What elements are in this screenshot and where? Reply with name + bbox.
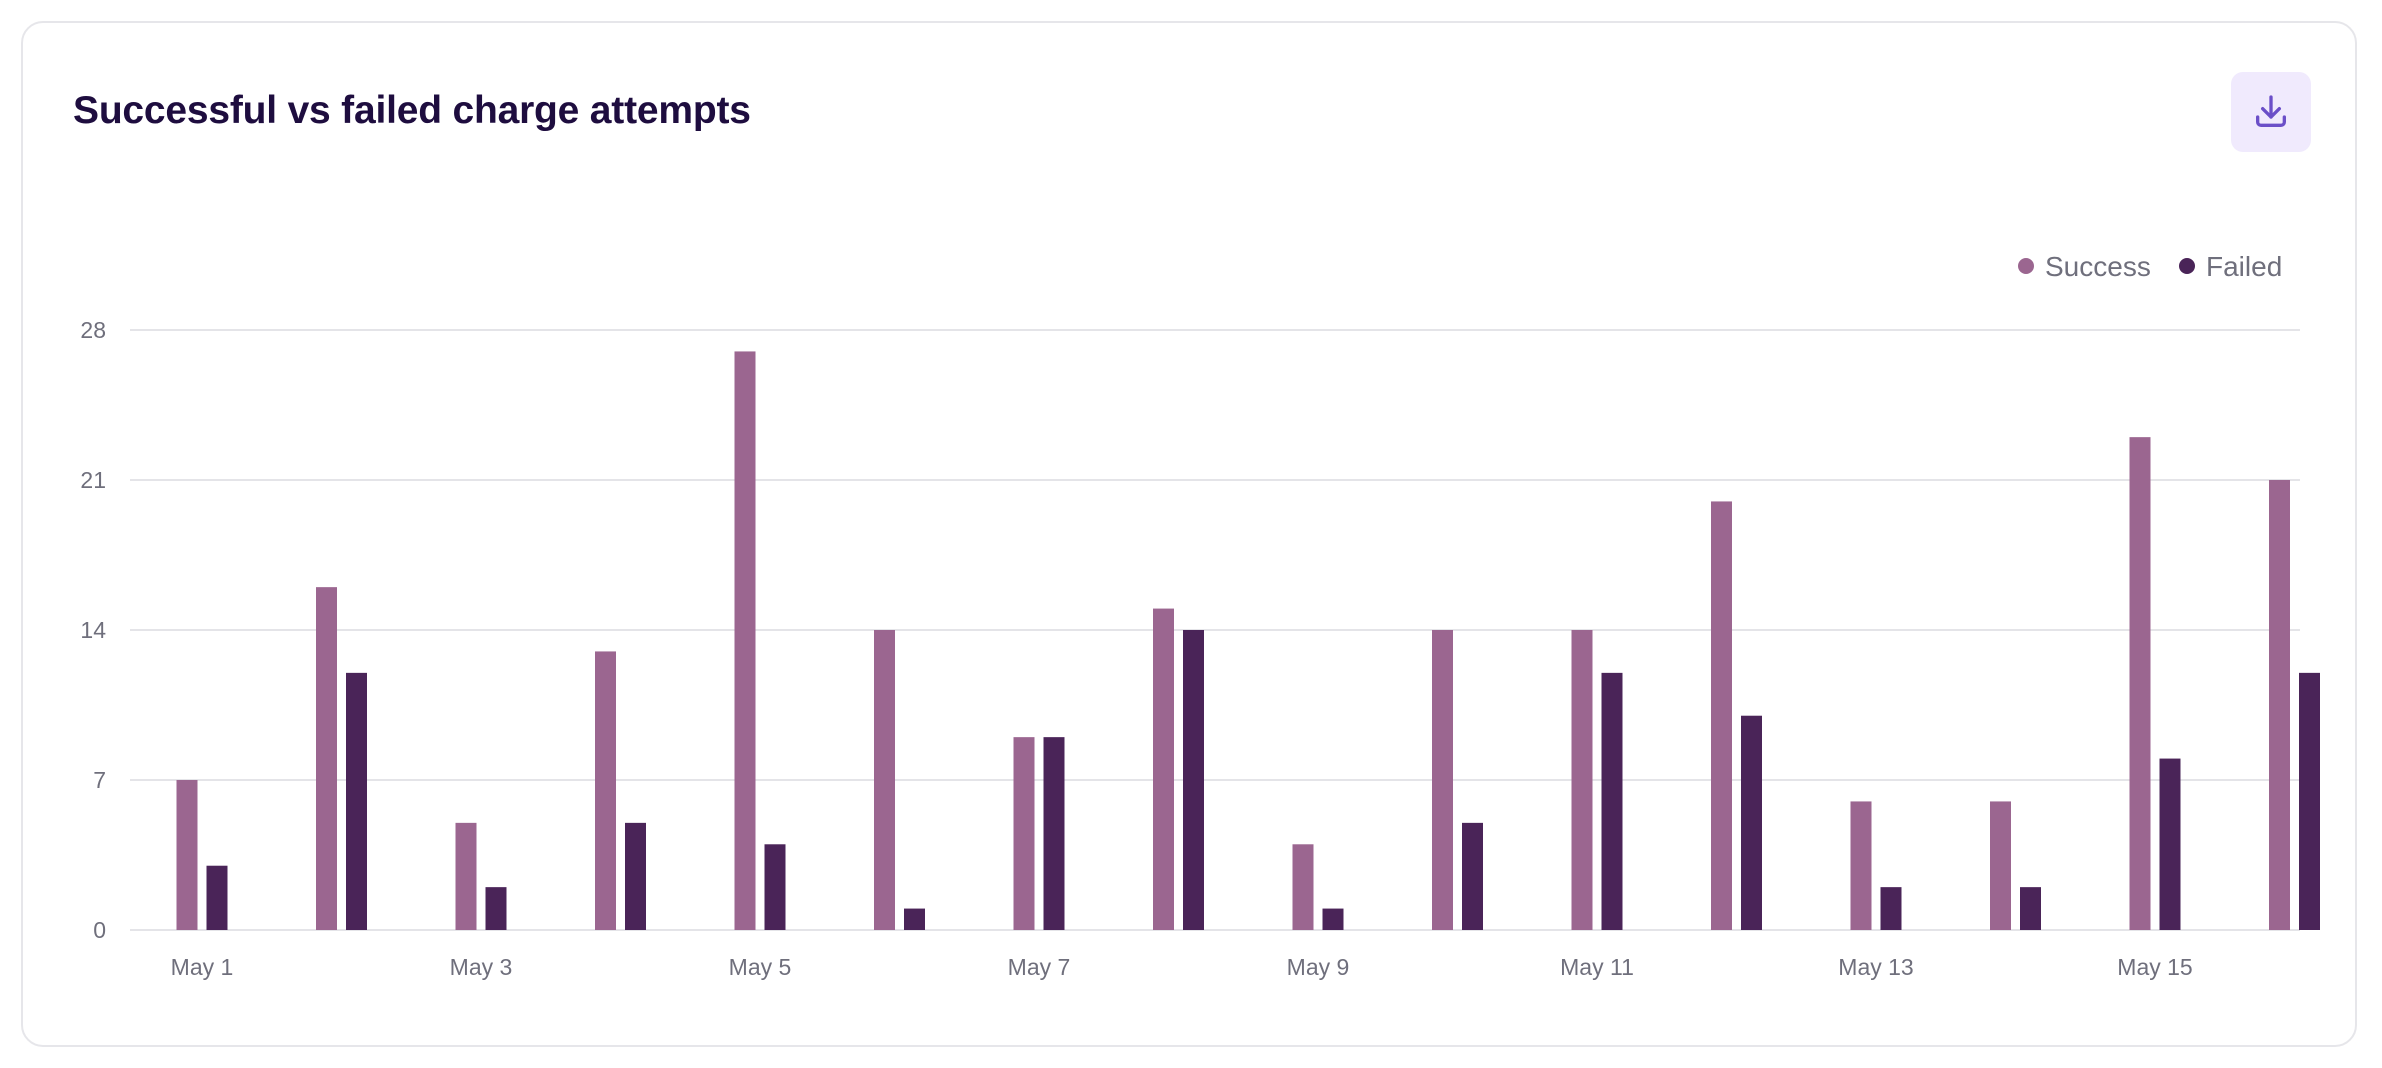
y-tick-label: 28 xyxy=(80,317,106,343)
failed-bar[interactable] xyxy=(206,865,228,930)
y-tick-label: 14 xyxy=(80,617,106,643)
success-bar[interactable] xyxy=(1153,608,1174,930)
x-tick-label: May 11 xyxy=(1560,954,1634,980)
failed-bar[interactable] xyxy=(1462,822,1483,930)
success-bar[interactable] xyxy=(1432,630,1453,930)
failed-bar[interactable] xyxy=(1183,630,1204,930)
failed-bar[interactable] xyxy=(1880,887,1902,930)
legend-success-marker xyxy=(2018,258,2034,274)
success-bar[interactable] xyxy=(734,351,756,930)
success-bar[interactable] xyxy=(1292,844,1314,930)
success-bar[interactable] xyxy=(455,822,477,930)
success-bar[interactable] xyxy=(2269,480,2290,930)
download-button[interactable] xyxy=(2231,72,2311,152)
failed-bar[interactable] xyxy=(1322,908,1344,930)
success-bar[interactable] xyxy=(595,651,616,930)
x-tick-label: May 1 xyxy=(171,954,234,980)
success-bar[interactable] xyxy=(874,630,895,930)
failed-bar[interactable] xyxy=(346,672,367,930)
success-bar[interactable] xyxy=(1711,501,1732,930)
failed-bar[interactable] xyxy=(764,844,786,930)
x-tick-label: May 7 xyxy=(1008,954,1071,980)
failed-bar[interactable] xyxy=(1601,672,1623,930)
x-tick-label: May 5 xyxy=(729,954,792,980)
success-bar[interactable] xyxy=(1850,801,1872,930)
chart-title: Successful vs failed charge attempts xyxy=(73,89,751,132)
x-tick-label: May 3 xyxy=(450,954,513,980)
download-icon xyxy=(2251,92,2291,132)
failed-bar[interactable] xyxy=(625,822,646,930)
success-bar[interactable] xyxy=(316,587,337,930)
y-tick-label: 21 xyxy=(80,467,106,493)
legend-failed-label[interactable]: Failed xyxy=(2206,251,2282,282)
failed-bar[interactable] xyxy=(904,908,925,930)
y-tick-label: 0 xyxy=(93,917,106,943)
success-bar[interactable] xyxy=(176,780,198,930)
x-tick-label: May 15 xyxy=(2117,954,2192,980)
failed-bar[interactable] xyxy=(1741,715,1762,930)
legend-success-label[interactable]: Success xyxy=(2045,251,2151,282)
legend-failed-marker xyxy=(2179,258,2195,274)
x-tick-label: May 13 xyxy=(1838,954,1913,980)
failed-bar[interactable] xyxy=(1043,737,1065,930)
failed-bar[interactable] xyxy=(2020,887,2041,930)
x-tick-label: May 9 xyxy=(1287,954,1350,980)
success-bar[interactable] xyxy=(1013,737,1035,930)
success-bar[interactable] xyxy=(1990,801,2011,930)
success-bar[interactable] xyxy=(2129,437,2151,930)
success-bar[interactable] xyxy=(1571,630,1593,930)
y-tick-label: 7 xyxy=(93,767,106,793)
failed-bar[interactable] xyxy=(2159,758,2181,930)
failed-bar[interactable] xyxy=(485,887,507,930)
failed-bar[interactable] xyxy=(2299,672,2320,930)
